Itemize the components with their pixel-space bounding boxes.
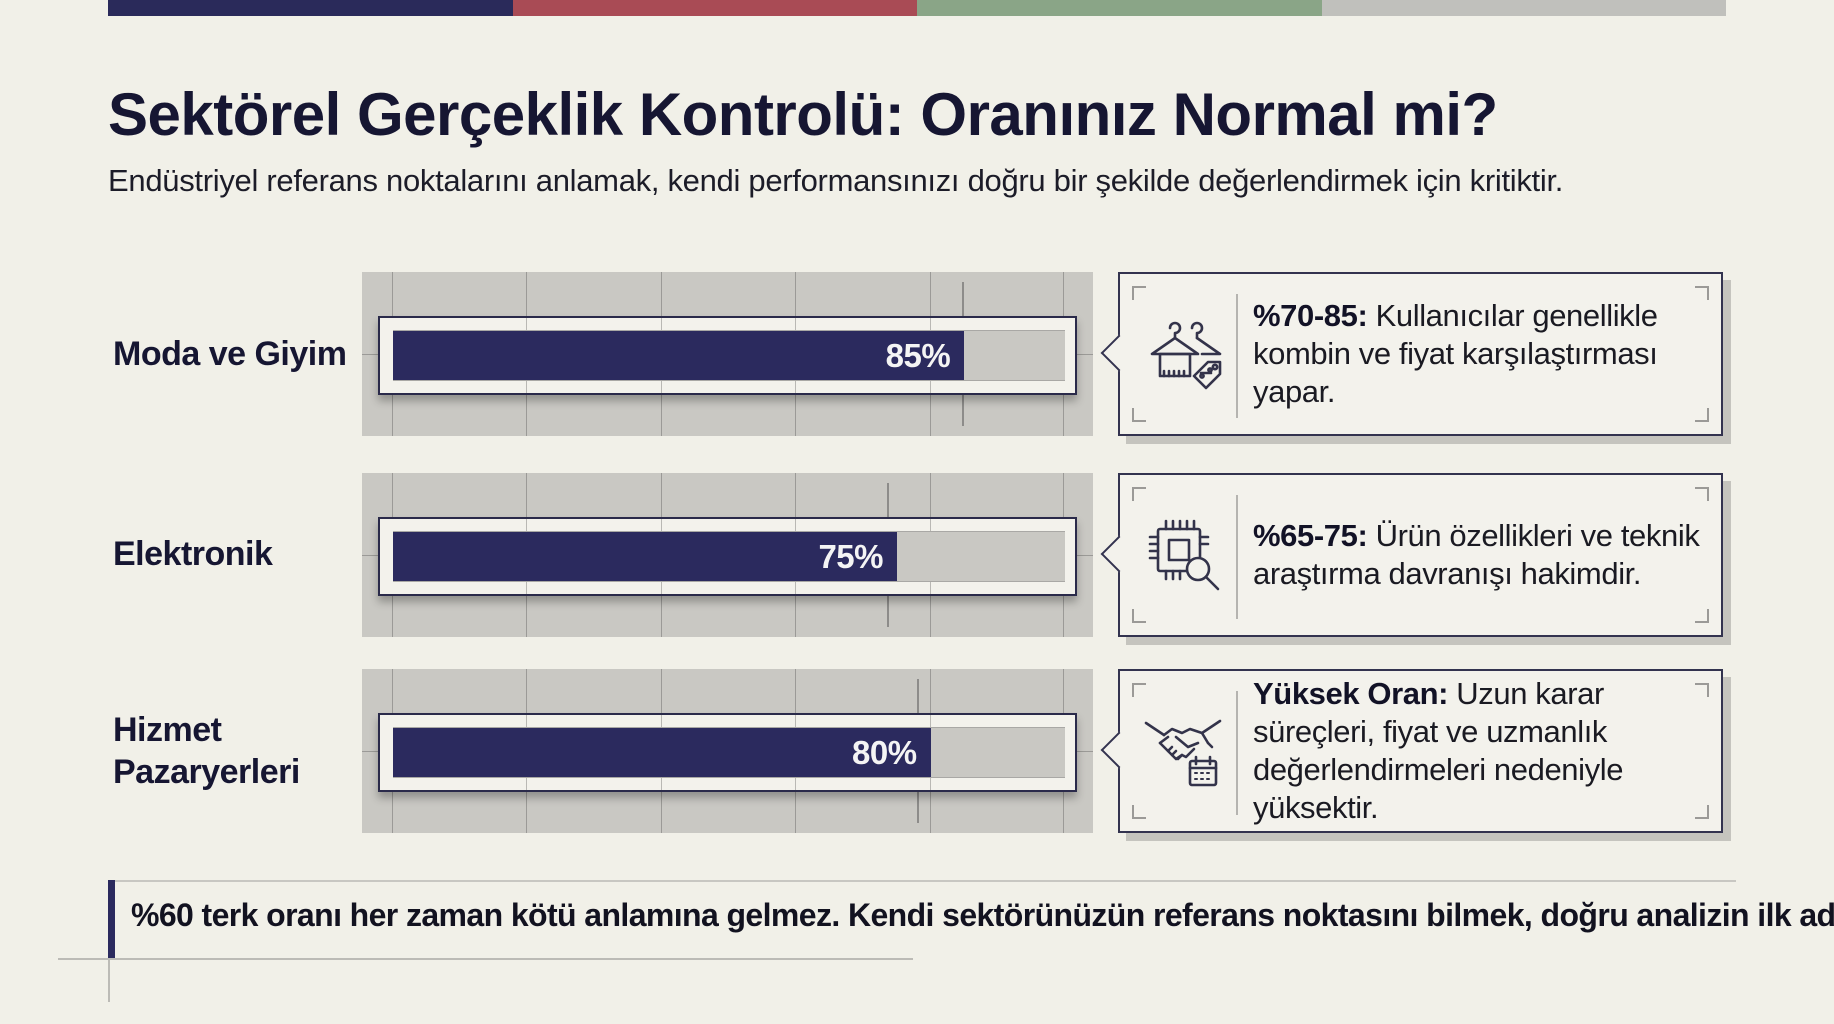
bar-track: 85% [393,330,1065,381]
footer-vertical-line [108,958,110,1002]
corner-bracket [1132,487,1146,501]
page-title: Sektörel Gerçeklik Kontrolü: Oranınız No… [108,81,1498,148]
chart-row-fashion: Moda ve Giyim 85% [0,272,1834,436]
card-pointer [1100,731,1138,769]
info-card: %70-85: Kullanıcılar genellikle kombin v… [1100,272,1723,436]
bar-panel: 80% [362,669,1093,833]
footer-accent-bar [108,880,115,959]
info-card: %65-75: Ürün özellikleri ve teknik araşt… [1100,473,1723,637]
row-label: Elektronik [113,535,273,573]
corner-bracket [1695,683,1709,697]
card-paragraph: %65-75: Ürün özellikleri ve teknik araşt… [1253,517,1711,593]
clothes-hanger-tag-icon [1150,321,1222,390]
corner-bracket [1132,408,1146,422]
card-pointer [1100,334,1138,372]
corner-bracket [1132,683,1146,697]
info-card: Yüksek Oran: Uzun karar süreçleri, fiyat… [1100,669,1723,833]
bar-value-label: 80% [852,734,917,771]
corner-bracket [1695,609,1709,623]
strip-segment-green [917,0,1322,16]
card-body: Ürün özellikleri ve teknik araştırma dav… [1253,518,1700,591]
corner-bracket [1132,286,1146,300]
card-highlight: %65-75: [1253,518,1368,553]
bar-track: 80% [393,727,1065,778]
chart-row-services: Hizmet Pazaryerleri 80% [0,669,1834,833]
corner-bracket [1695,487,1709,501]
strip-segment-navy [108,0,513,16]
card-highlight: Yüksek Oran: [1253,676,1449,711]
row-label: Hizmet Pazaryerleri [113,711,300,791]
card-divider [1236,495,1238,619]
corner-bracket [1695,408,1709,422]
page-subtitle: Endüstriyel referans noktalarını anlamak… [108,163,1564,198]
corner-bracket [1132,805,1146,819]
bar-fill: 80% [393,728,931,777]
bar-value-label: 85% [885,337,951,374]
card-divider [1236,294,1238,418]
corner-bracket [1695,286,1709,300]
card-paragraph: %70-85: Kullanıcılar genellikle kombin v… [1253,297,1711,411]
card-text: %65-75: Ürün özellikleri ve teknik araşt… [1253,475,1711,635]
footer-note: %60 terk oranı her zaman kötü anlamına g… [131,897,1834,933]
card-text: %70-85: Kullanıcılar genellikle kombin v… [1253,274,1711,434]
bar-frame: 85% [378,316,1077,395]
color-strip [108,0,1726,16]
row-label: Moda ve Giyim [113,335,347,373]
bar-panel: 85% [362,272,1093,436]
bar-track: 75% [393,531,1065,582]
card-highlight: %70-85: [1253,298,1368,333]
chart-row-electronics: Elektronik 75% [0,473,1834,637]
bar-frame: 75% [378,517,1077,596]
bar-value-label: 75% [818,538,883,575]
bar-fill: 85% [393,331,965,380]
card-pointer [1100,535,1138,573]
chip-magnifier-icon [1148,519,1220,591]
strip-segment-red [512,0,917,16]
footer-divider-top [108,880,1736,882]
strip-segment-gray [1321,0,1726,16]
card-divider [1236,691,1238,815]
card-body: Kullanıcılar genellikle kombin ve fiyat … [1253,298,1658,409]
bar-frame: 80% [378,713,1077,792]
bar-fill: 75% [393,532,897,581]
corner-bracket [1132,609,1146,623]
handshake-calendar-icon [1144,719,1222,787]
card-text: Yüksek Oran: Uzun karar süreçleri, fiyat… [1253,671,1711,831]
card-paragraph: Yüksek Oran: Uzun karar süreçleri, fiyat… [1253,675,1711,827]
footer-divider-bottom [58,958,913,960]
card-body: Uzun karar süreçleri, fiyat ve uzmanlık … [1253,676,1624,825]
corner-bracket [1695,805,1709,819]
bar-panel: 75% [362,473,1093,637]
